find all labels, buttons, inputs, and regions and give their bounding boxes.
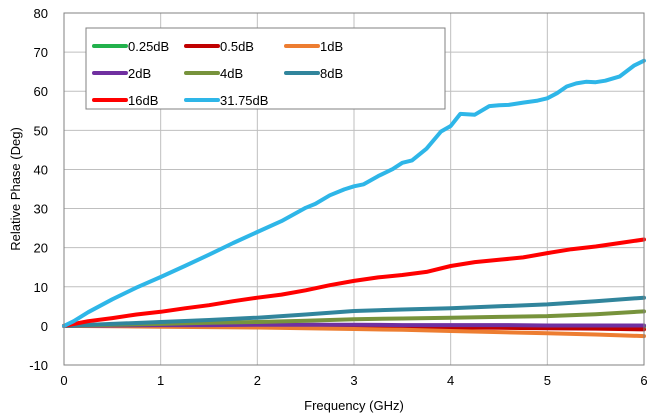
y-tick-label: 20 — [34, 241, 48, 256]
series-line-16dB — [62, 237, 646, 328]
x-tick-label: 0 — [60, 373, 67, 388]
series-line-31-75dB — [62, 58, 646, 328]
y-tick-label: 10 — [34, 280, 48, 295]
x-axis-ticks: 0 1 2 3 4 5 6 — [60, 373, 647, 388]
series-lines — [62, 58, 646, 339]
y-tick-label: 0 — [41, 319, 48, 334]
x-tick-label: 6 — [640, 373, 647, 388]
plot-area-border — [63, 12, 645, 366]
y-tick-label: 80 — [34, 6, 48, 21]
legend-label: 0.5dB — [220, 39, 254, 54]
y-axis-ticks: -10 0 10 20 30 40 50 60 70 80 — [29, 6, 48, 373]
legend-label: 1dB — [320, 39, 343, 54]
x-tick-label: 5 — [544, 373, 551, 388]
legend-label: 16dB — [128, 93, 158, 108]
y-tick-label: -10 — [29, 358, 48, 373]
y-tick-label: 60 — [34, 84, 48, 99]
legend-label: 8dB — [320, 66, 343, 81]
legend-label: 0.25dB — [128, 39, 169, 54]
y-tick-label: 50 — [34, 123, 48, 138]
y-axis-title: Relative Phase (Deg) — [8, 127, 23, 251]
legend-label: 31.75dB — [220, 93, 268, 108]
y-tick-label: 40 — [34, 162, 48, 177]
series-line-8dB — [62, 295, 646, 328]
x-tick-label: 1 — [157, 373, 164, 388]
legend-label: 4dB — [220, 66, 243, 81]
y-tick-label: 30 — [34, 202, 48, 217]
x-axis-title: Frequency (GHz) — [304, 398, 404, 413]
legend: 0.25dB 0.5dB 1dB 2dB 4dB 8dB 16dB 31.75dB — [85, 27, 446, 110]
y-tick-label: 70 — [34, 45, 48, 60]
x-tick-label: 4 — [447, 373, 454, 388]
legend-box — [85, 27, 446, 110]
x-tick-label: 3 — [350, 373, 357, 388]
x-tick-label: 2 — [254, 373, 261, 388]
legend-label: 2dB — [128, 66, 151, 81]
